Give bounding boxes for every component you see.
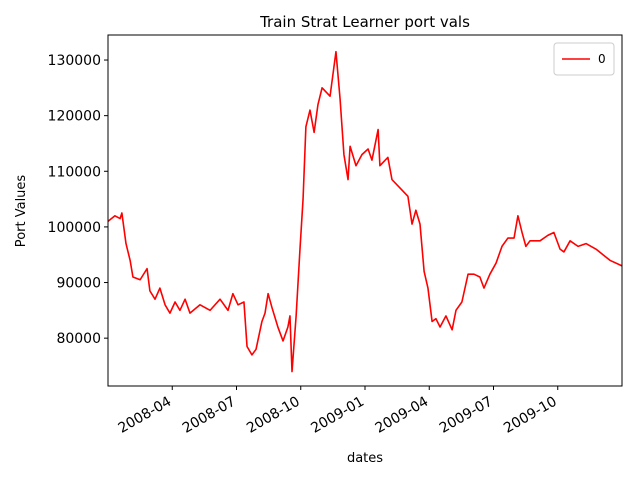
legend-label: 0 [598,52,606,66]
legend: 0 [553,42,615,76]
y-tick-label: 130000 [48,53,101,69]
chart-title: Train Strat Learner port vals [259,13,470,31]
y-tick-label: 90000 [56,276,101,292]
y-tick-label: 80000 [56,331,101,347]
plot-frame [107,34,623,387]
x-axis-label: dates [347,451,383,466]
y-axis-label: Port Values [14,175,29,248]
series-line [107,50,623,373]
y-tick-label: 110000 [48,164,101,180]
y-tick-label: 120000 [48,109,101,125]
y-tick-label: 100000 [48,220,101,236]
